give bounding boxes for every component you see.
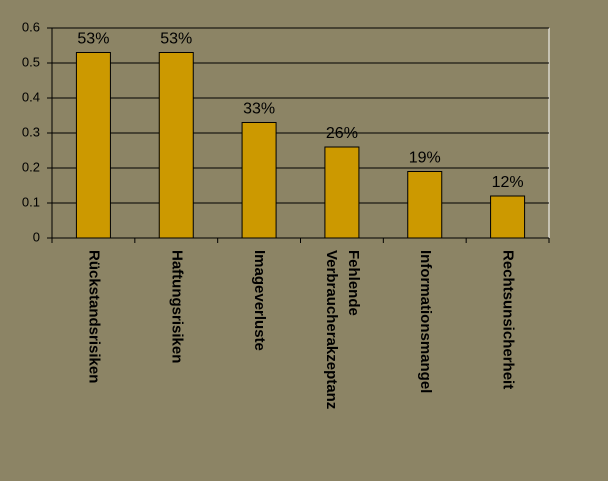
x-tick-label: Rechtsunsicherheit [499,250,517,390]
bar [407,171,443,239]
value-label: 12% [492,174,524,191]
y-tick-label: 0 [33,229,40,244]
bar [75,52,111,239]
x-tick-label: Haftungsrisiken [168,250,186,364]
bar [158,52,194,239]
value-label: 53% [77,31,109,48]
bar [241,122,277,239]
y-tick-label: 0.4 [22,89,40,104]
bar [324,146,360,239]
x-tick-label: Rückstandsrisiken [85,250,103,384]
y-tick-label: 0.5 [22,54,40,69]
y-tick-label: 0.3 [22,124,40,139]
bar [490,195,526,239]
value-label: 19% [409,150,441,167]
value-label: 33% [243,101,275,118]
y-tick-label: 0.6 [22,19,40,34]
x-tick-label: Imageverluste [251,250,269,351]
y-tick-label: 0.2 [22,159,40,174]
x-tick-label: Informationsmangel [416,250,434,394]
y-tick-label: 0.1 [22,194,40,209]
x-tick-label: Fehlende Verbraucherakzeptanz [322,250,362,410]
value-label: 26% [326,125,358,142]
value-label: 53% [160,31,192,48]
